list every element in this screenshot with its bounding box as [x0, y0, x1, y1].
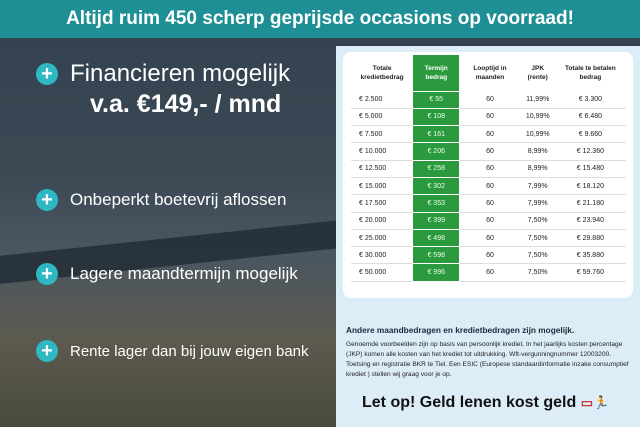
table-cell: 10,99% — [520, 125, 555, 144]
feature-lower-term: + Lagere maandtermijn mogelijk — [36, 263, 298, 285]
table-cell: € 25.000 — [351, 229, 414, 248]
feature-label: Lagere maandtermijn mogelijk — [70, 264, 298, 283]
plus-icon: + — [36, 189, 58, 211]
table-cell: 7,99% — [520, 177, 555, 196]
table-row: € 15.000 € 302 60 7,99% € 18.120 — [351, 177, 626, 196]
table-cell: 60 — [459, 125, 521, 144]
table-cell: 60 — [459, 91, 521, 109]
table-cell: € 9.660 — [554, 125, 626, 144]
feature-price: v.a. €149,- / mnd — [90, 90, 282, 118]
table-row: € 5.000 € 108 60 10,99% € 6.480 — [351, 108, 626, 127]
table-cell: 8,99% — [520, 160, 555, 178]
feature-repay: + Onbeperkt boetevrij aflossen — [36, 189, 286, 211]
credit-table: Totale kredietbedrag Termijn bedrag Loop… — [351, 55, 626, 282]
table-cell: € 17.500 — [351, 194, 414, 213]
table-cell: 60 — [459, 108, 521, 127]
table-cell: € 302 — [413, 177, 460, 196]
table-row: € 17.500 € 353 60 7,99% € 21.180 — [351, 194, 626, 213]
table-cell: 60 — [459, 212, 521, 230]
table-row: € 30.000 € 598 60 7,50% € 35.880 — [351, 246, 626, 265]
table-header: Totale kredietbedrag Termijn bedrag Loop… — [351, 55, 626, 92]
table-cell: € 353 — [413, 194, 460, 213]
table-cell: € 258 — [413, 160, 460, 178]
table-cell: € 23.940 — [554, 212, 626, 230]
table-cell: 60 — [459, 177, 521, 196]
table-row: € 25.000 € 498 60 7,50% € 29.880 — [351, 229, 626, 248]
table-cell: 60 — [459, 246, 521, 265]
plus-icon: + — [36, 263, 58, 285]
col-header: Termijn bedrag — [413, 55, 460, 92]
disclaimer-title: Andere maandbedragen en kredietbedragen … — [346, 325, 575, 335]
table-cell: 7,99% — [520, 194, 555, 213]
table-cell: € 996 — [413, 263, 460, 282]
table-cell: € 5.000 — [351, 108, 414, 127]
disclaimer-body: Genoemde voorbeelden zijn op basis van p… — [346, 341, 629, 378]
warning-label: Let op! Geld lenen kost geld — [362, 394, 577, 411]
feature-financing: + Financieren mogelijk — [36, 60, 290, 88]
table-cell: € 12.360 — [554, 142, 626, 161]
feature-label: Rente lager dan bij jouw eigen bank — [70, 342, 309, 360]
table-cell: € 10.000 — [351, 142, 414, 161]
table-cell: € 12.500 — [351, 160, 414, 178]
table-cell: € 6.480 — [554, 108, 626, 127]
col-header: Looptijd in maanden — [473, 65, 507, 81]
running-man-icon: ▭🏃 — [580, 395, 610, 410]
col-header: JPK (rente) — [527, 65, 548, 81]
plus-icon: + — [36, 63, 58, 85]
table-cell: 8,99% — [520, 142, 555, 161]
table-cell: € 55 — [413, 91, 460, 109]
table-cell: € 206 — [413, 142, 460, 161]
table-cell: € 50.000 — [351, 263, 414, 282]
table-cell: 7,50% — [520, 212, 555, 230]
warning-text: Let op! Geld lenen kost geld ▭🏃 — [362, 394, 609, 412]
table-row: € 12.500 € 258 60 8,99% € 15.480 — [351, 160, 626, 178]
table-row: € 7.500 € 161 60 10,99% € 9.660 — [351, 125, 626, 144]
col-header: Totale kredietbedrag — [360, 65, 404, 81]
table-cell: 7,50% — [520, 263, 555, 282]
feature-label: Financieren mogelijk — [70, 60, 291, 87]
table-cell: € 30.000 — [351, 246, 414, 265]
table-cell: € 598 — [413, 246, 460, 265]
plus-icon: + — [36, 340, 58, 362]
table-cell: € 108 — [413, 108, 460, 127]
table-row: € 2.500 € 55 60 11,99% € 3.300 — [351, 91, 626, 109]
table-cell: € 3.300 — [554, 91, 626, 109]
table-cell: 10,99% — [520, 108, 555, 127]
table-cell: 11,99% — [520, 91, 555, 109]
table-cell: € 2.500 — [351, 91, 414, 109]
table-cell: € 15.000 — [351, 177, 414, 196]
header-banner: Altijd ruim 450 scherp geprijsde occasio… — [0, 0, 640, 38]
table-cell: € 161 — [413, 125, 460, 144]
table-cell: € 21.180 — [554, 194, 626, 213]
table-cell: € 29.880 — [554, 229, 626, 248]
table-cell: € 59.760 — [554, 263, 626, 282]
table-cell: 7,50% — [520, 229, 555, 248]
table-cell: 60 — [459, 229, 521, 248]
table-cell: 60 — [459, 194, 521, 213]
table-cell: € 18.120 — [554, 177, 626, 196]
table-cell: 7,50% — [520, 246, 555, 265]
table-cell: 60 — [459, 160, 521, 178]
disclaimer: Andere maandbedragen en kredietbedragen … — [346, 325, 631, 380]
table-cell: € 15.480 — [554, 160, 626, 178]
col-header: Totale te betalen bedrag — [564, 65, 616, 81]
table-row: € 10.000 € 206 60 8,99% € 12.360 — [351, 142, 626, 161]
table-cell: € 7.500 — [351, 125, 414, 144]
table-row: € 50.000 € 996 60 7,50% € 59.760 — [351, 263, 626, 282]
table-cell: € 35.880 — [554, 246, 626, 265]
table-cell: € 498 — [413, 229, 460, 248]
table-cell: € 20.000 — [351, 212, 414, 230]
feature-rate: + Rente lager dan bij jouw eigen bank — [36, 340, 309, 362]
feature-label: Onbeperkt boetevrij aflossen — [70, 190, 287, 209]
table-cell: 60 — [459, 142, 521, 161]
table-row: € 20.000 € 399 60 7,50% € 23.940 — [351, 212, 626, 230]
table-cell: € 399 — [413, 212, 460, 230]
table-cell: 60 — [459, 263, 521, 282]
